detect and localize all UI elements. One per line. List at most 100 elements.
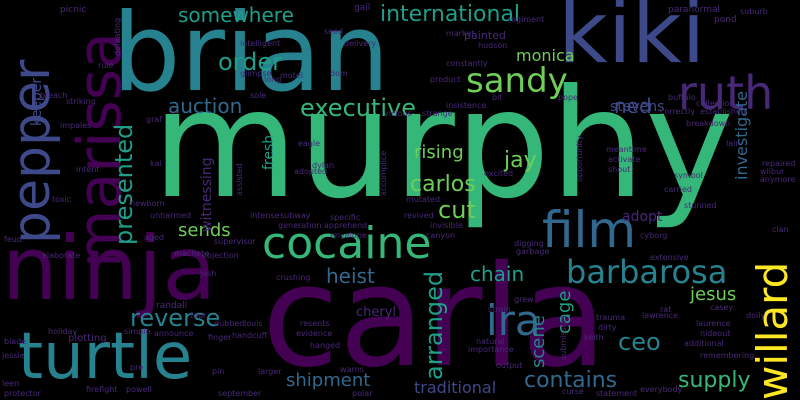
word-ned: ned [614, 94, 652, 118]
word-vicious: vicious [384, 109, 412, 118]
word-kai: kai [150, 159, 162, 168]
word-keeper: keeper [29, 77, 45, 126]
word-leen: leen [2, 379, 20, 388]
word-fresh: fresh [261, 134, 277, 170]
word-stunned: stunned [684, 201, 717, 210]
word-apprehend: apprehend [324, 221, 368, 230]
word-chain: chain [470, 262, 525, 286]
word-output: output [496, 361, 523, 370]
word-aged: aged [144, 233, 164, 242]
word-handcuff: handcuff [232, 331, 268, 340]
word-sends: sends [178, 220, 231, 241]
word-scene: scene [528, 315, 549, 368]
word-everybody: everybody [640, 385, 683, 394]
word-product: product [430, 75, 461, 84]
word-blade: blade [4, 337, 27, 346]
word-intense: intense [250, 211, 280, 220]
word-accomplice: accomplice [379, 150, 388, 196]
word-natural: natural [476, 337, 505, 346]
word-machete: machete [174, 249, 210, 258]
word-symbol: symbol [674, 171, 703, 180]
word-intelligent: intelligent [240, 39, 281, 48]
word-carried: carried [664, 185, 692, 194]
word-investigate: investigate [732, 90, 751, 180]
word-excited: excited [484, 169, 514, 178]
word-ceo: ceo [618, 328, 661, 356]
word-supervisor: supervisor [214, 237, 256, 246]
word-strange: strange [422, 109, 453, 118]
word-crushing: crushing [276, 273, 311, 282]
word-somewhere: somewhere [178, 3, 294, 27]
word-invisible: invisible [430, 221, 463, 230]
word-powell: powell [126, 385, 152, 394]
word-breach: breach [40, 91, 68, 100]
word-striking: striking [66, 97, 96, 106]
word-dom: dom [330, 69, 348, 78]
word-sandy: sandy [466, 61, 568, 101]
word-mutated: mutated [406, 195, 441, 204]
word-rising: rising [414, 142, 464, 163]
word-market: market [446, 29, 475, 38]
word-digging: digging [514, 239, 544, 248]
word-canyon: canyon [426, 231, 456, 240]
word-objection: objection [202, 251, 239, 260]
word-laurence: laurence [696, 319, 731, 328]
word-curse: curse [562, 387, 584, 396]
word-picnic: picnic [60, 5, 87, 15]
word-rat: rat [660, 305, 672, 314]
word-specific: specific [330, 213, 361, 222]
word-holiday: holiday [48, 327, 78, 336]
word-shipment: shipment [286, 370, 371, 391]
word-kiki: kiki [558, 0, 706, 83]
word-tour: tour [190, 311, 207, 320]
word-repaired: repaired [762, 159, 796, 168]
word-dubbed: dubbed [214, 319, 245, 328]
word-opportunity: opportunity [575, 135, 584, 182]
word-resents: resents [300, 319, 330, 328]
word-remembering: remembering [700, 351, 755, 360]
word-brian: brian [112, 0, 390, 116]
word-elaborate: elaborate [42, 251, 81, 260]
word-keith: keith [584, 333, 604, 342]
word-lair: lair [726, 139, 739, 148]
word-supply: supply [678, 368, 751, 393]
word-jesus: jesus [690, 284, 737, 305]
word-glimpse: glimpse [240, 69, 272, 78]
word-plotting: plotting [68, 333, 107, 344]
word-garbage: garbage [516, 247, 550, 256]
word-importance: importance [468, 345, 514, 354]
word-adopted: adopted [294, 167, 328, 176]
word-carlos: carlos [410, 172, 476, 197]
word-eagle: eagle [298, 139, 321, 148]
word-firefight: firefight [86, 385, 118, 394]
word-turtle: turtle [18, 320, 193, 394]
word-rule: rule [98, 61, 114, 70]
word-pope: pope [558, 93, 578, 102]
word-announce: announce [154, 329, 194, 338]
word-bit: bit [492, 93, 503, 102]
word-josh: josh [200, 269, 217, 278]
word-cyborg: cyborg [640, 231, 668, 240]
word-willard: willard [748, 261, 797, 400]
word-randall: randall [156, 301, 188, 311]
word-larger: larger [258, 367, 282, 376]
word-toxic: toxic [52, 195, 72, 204]
word-established: established [700, 107, 746, 116]
word-carla: carla [262, 236, 608, 399]
word-hudson: hudson [478, 41, 508, 50]
word-grew: grew [514, 295, 534, 304]
word-simple: simple [124, 327, 151, 336]
word-ruth: ruth [678, 66, 774, 120]
word-jay: jay [504, 148, 537, 173]
word-monica: monica [516, 46, 575, 65]
word-motel: motel [280, 71, 303, 80]
word-warns: warns [340, 365, 364, 374]
word-submission: submission [559, 315, 568, 360]
word-executive: executive [300, 94, 417, 122]
word-clan: clan [772, 225, 789, 234]
word-barbarosa: barbarosa [566, 253, 728, 291]
word-doily: doily [746, 311, 766, 320]
word-polar: polar [352, 389, 373, 398]
word-order: order [218, 48, 282, 76]
